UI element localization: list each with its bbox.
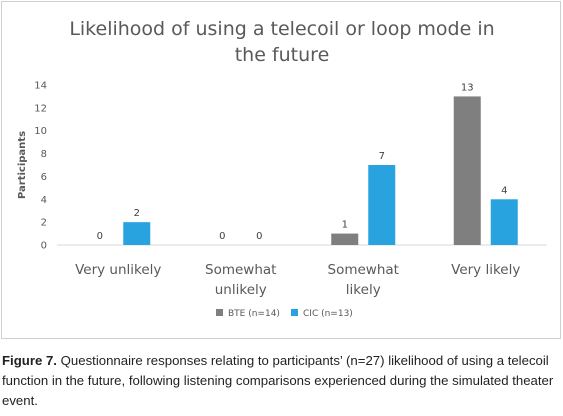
caption-text: Questionnaire responses relating to part… [2,353,554,408]
bar-bte [453,96,481,245]
bar-chart: Likelihood of using a telecoil or loop m… [17,18,547,319]
data-label: 0 [219,231,225,242]
legend-label-bte: BTE (n=14) [228,309,280,319]
y-axis-label: Participants [17,131,28,199]
data-label: 2 [134,208,140,219]
chart-frame: Likelihood of using a telecoil or loop m… [1,1,561,339]
y-tick-label: 4 [41,195,47,206]
bar-cic [368,165,396,245]
category-label: Somewhat [205,262,276,278]
y-tick-label: 6 [41,172,47,183]
y-tick-label: 12 [34,103,47,114]
category-label: Somewhat [328,262,399,278]
category-label: unlikely [215,282,267,298]
y-tick-label: 2 [41,218,47,229]
data-label: 4 [501,185,507,196]
bar-bte [331,233,359,245]
legend-swatch-bte [216,309,223,316]
y-tick-label: 14 [34,81,47,92]
data-label: 0 [97,231,103,242]
data-label: 13 [461,82,474,93]
category-label: likely [346,282,381,298]
category-label: Very likely [451,262,520,278]
data-label: 0 [256,231,262,242]
bar-cic [490,199,518,245]
y-tick-label: 10 [34,126,47,137]
legend-swatch-cic [291,309,298,316]
legend-label-cic: CIC (n=13) [303,309,353,319]
bar-cic [123,222,151,245]
figure-caption: Figure 7. Questionnaire responses relati… [2,351,558,411]
caption-label: Figure 7. [2,353,57,368]
data-label: 7 [379,151,385,162]
category-label: Very unlikely [75,262,161,278]
chart-title-line-2: the future [235,44,330,66]
chart-title-line-1: Likelihood of using a telecoil or loop m… [69,18,494,40]
data-label: 1 [342,220,348,231]
y-tick-label: 8 [41,149,47,160]
y-tick-label: 0 [41,241,47,252]
